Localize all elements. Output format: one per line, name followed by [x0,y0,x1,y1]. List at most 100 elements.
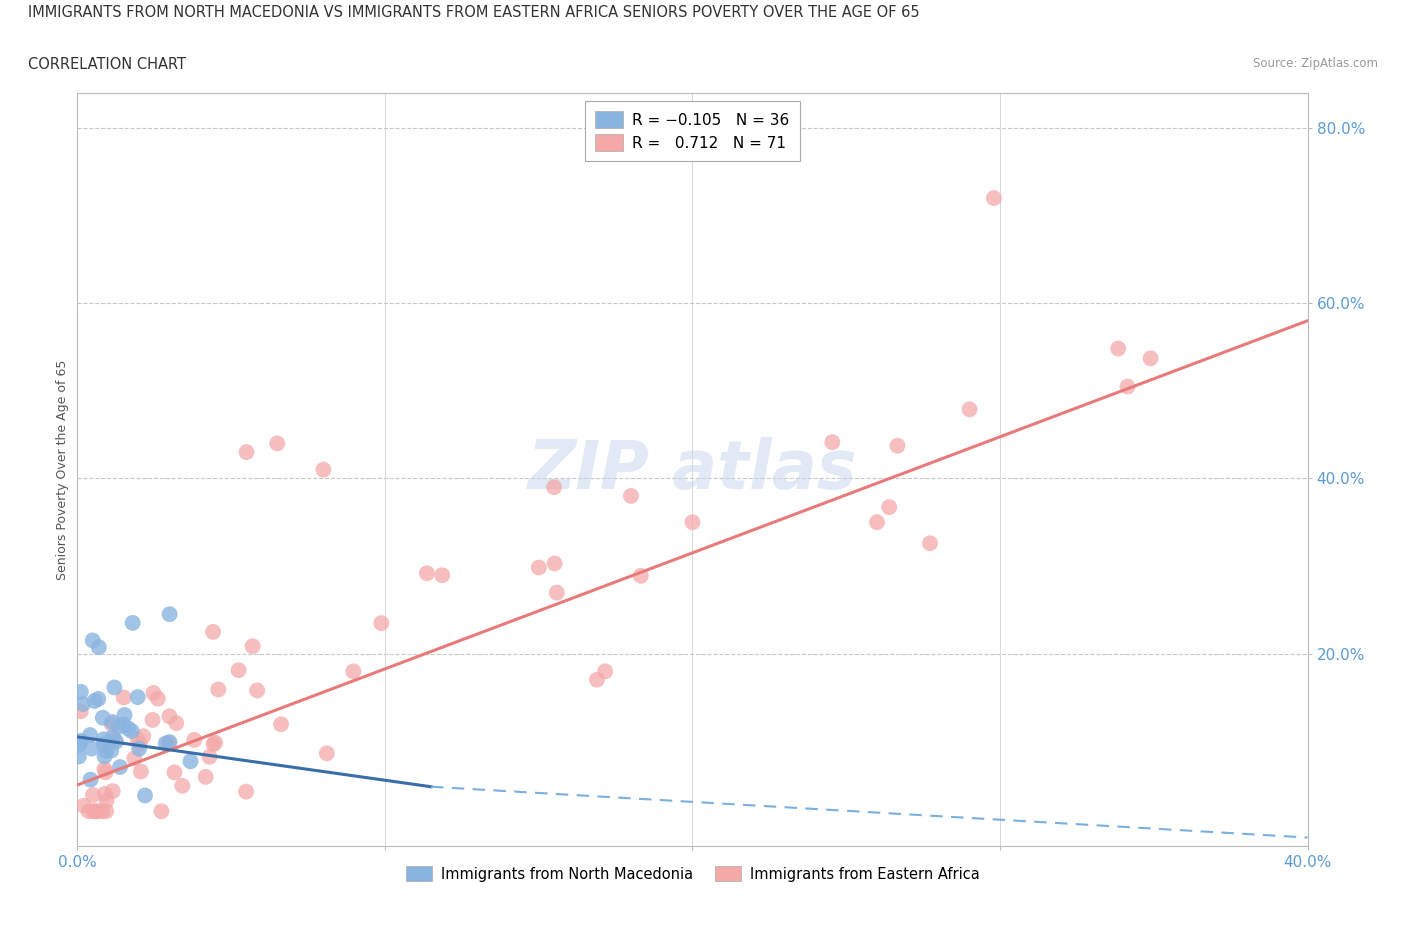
Point [93,732,115,747]
Point [107,720,129,735]
Point [112,690,135,705]
Point [179,754,201,769]
Point [79,772,101,787]
Point [198,750,221,764]
Point [112,717,135,732]
Point [886,438,908,453]
Point [202,737,225,751]
Point [94,764,117,779]
Y-axis label: Seniors Poverty Over the Age of 65: Seniors Poverty Over the Age of 65 [56,360,69,579]
Point [370,616,392,631]
Point [96,744,118,759]
Point [67,749,90,764]
Point [207,682,229,697]
Point [83,804,105,818]
Point [87,640,110,655]
Point [96,793,118,808]
Point [96,804,118,818]
Point [134,788,156,803]
Point [172,778,194,793]
Point [121,616,143,631]
Point [159,606,181,621]
Point [586,672,609,687]
Point [105,735,128,750]
Point [117,721,139,736]
Point [242,639,264,654]
Point [101,714,124,729]
Text: CORRELATION CHART: CORRELATION CHART [28,57,186,72]
Point [67,737,90,752]
Point [159,735,181,750]
Point [543,556,565,571]
Point [877,499,900,514]
Point [91,804,114,818]
Point [228,663,250,678]
Legend: Immigrants from North Macedonia, Immigrants from Eastern Africa: Immigrants from North Macedonia, Immigra… [405,866,980,882]
Point [157,709,180,724]
Point [1116,379,1139,394]
Point [165,716,187,731]
Point [103,680,125,695]
Point [73,798,96,813]
Point [87,692,110,707]
Point [682,515,704,530]
Point [150,804,173,818]
Point [141,712,163,727]
Point [866,515,889,530]
Point [72,697,94,711]
Point [821,434,844,449]
Point [83,694,105,709]
Point [630,568,652,583]
Point [103,732,125,747]
Point [77,804,100,818]
Point [157,736,180,751]
Point [270,717,292,732]
Point [128,737,150,751]
Point [100,717,122,732]
Point [155,736,177,751]
Point [246,683,269,698]
Point [79,727,101,742]
Point [124,751,146,765]
Point [959,402,981,417]
Point [80,741,103,756]
Point [82,788,104,803]
Point [416,565,439,580]
Point [101,730,124,745]
Point [543,480,565,495]
Point [142,685,165,700]
Point [93,737,115,752]
Point [1107,341,1129,356]
Point [1139,351,1161,365]
Point [69,684,91,699]
Point [121,724,143,738]
Point [194,769,217,784]
Point [132,729,155,744]
Point [93,749,115,764]
Point [312,462,335,477]
Text: IMMIGRANTS FROM NORTH MACEDONIA VS IMMIGRANTS FROM EASTERN AFRICA SENIORS POVERT: IMMIGRANTS FROM NORTH MACEDONIA VS IMMIG… [28,5,920,20]
Point [69,734,91,749]
Point [127,690,149,705]
Point [235,784,257,799]
Point [127,732,149,747]
Point [315,746,337,761]
Point [204,736,226,751]
Text: ZIP atlas: ZIP atlas [527,437,858,502]
Point [84,804,107,818]
Point [101,784,124,799]
Point [983,191,1005,206]
Point [94,787,117,802]
Point [918,536,941,551]
Point [163,765,186,780]
Point [146,691,169,706]
Point [593,664,616,679]
Point [129,764,152,779]
Legend: R = −0.105   N = 36, R =   0.712   N = 71: R = −0.105 N = 36, R = 0.712 N = 71 [585,100,800,162]
Point [546,585,568,600]
Point [82,633,104,648]
Text: Source: ZipAtlas.com: Source: ZipAtlas.com [1253,57,1378,70]
Point [128,741,150,756]
Point [93,762,115,777]
Point [100,743,122,758]
